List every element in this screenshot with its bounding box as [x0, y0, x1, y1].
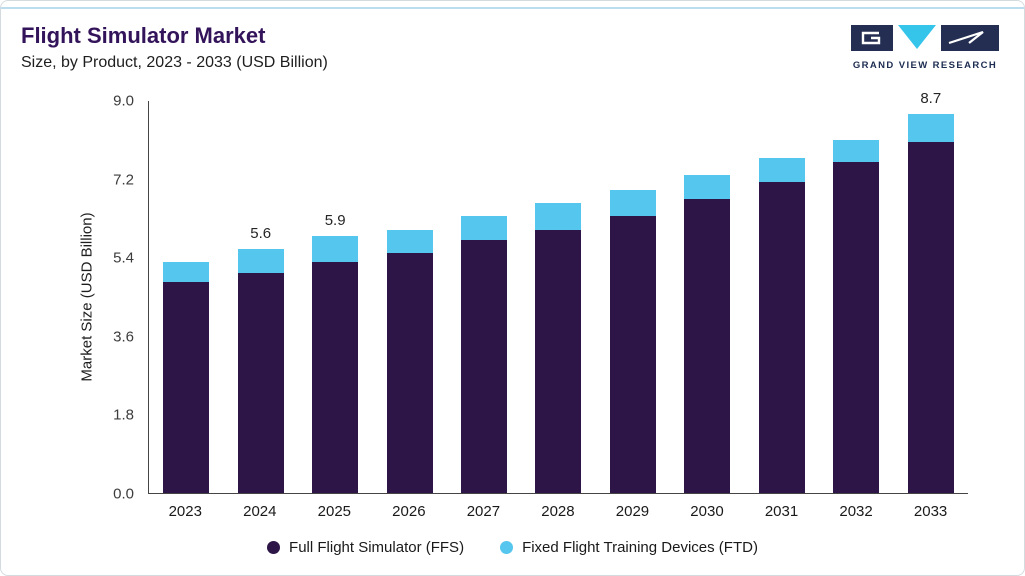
bar-segment-ftd [312, 236, 359, 263]
bar-segment-ffs [237, 273, 284, 493]
bar-total-label: 8.7 [920, 90, 942, 108]
legend-item: Fixed Flight Training Devices (FTD) [500, 539, 758, 556]
legend-label: Fixed Flight Training Devices (FTD) [522, 539, 758, 556]
bar-total-label: 5.9 [324, 212, 346, 230]
page-title: Flight Simulator Market [21, 23, 266, 48]
bar-2033: 8.7 [907, 90, 954, 493]
x-tick-label: 2023 [168, 503, 202, 520]
bar-total-label: 5.6 [250, 225, 272, 243]
bar-segment-ffs [386, 253, 433, 493]
bar-segment-ffs [163, 281, 210, 493]
bar-segment-ftd [461, 216, 508, 241]
y-tick-label: 0.0 [113, 485, 134, 503]
logo-marks-icon [851, 25, 999, 51]
bar-segment-ftd [684, 175, 731, 199]
bar-segment-ftd [163, 262, 210, 282]
bar-segment-ftd [535, 203, 582, 230]
plot-area: 5.6 5.9 8.7 [148, 90, 968, 494]
x-tick-label: 2025 [317, 503, 352, 520]
bar-segment-ffs [907, 142, 954, 493]
legend-label: Full Flight Simulator (FFS) [289, 539, 465, 556]
x-tick-label: 2031 [764, 503, 799, 520]
legend: Full Flight Simulator (FFS) Fixed Flight … [1, 539, 1024, 556]
bar-segment-ffs [535, 229, 582, 493]
legend-marker-icon [500, 541, 514, 554]
bar-segment-ftd [386, 229, 433, 254]
y-tick-label: 5.4 [113, 249, 134, 267]
bar-2031 [758, 101, 805, 493]
bar-segment-ftd [833, 140, 880, 162]
bar-segment-ffs [833, 161, 880, 493]
y-tick-label: 7.2 [113, 171, 134, 189]
header: Flight Simulator Market Size, by Product… [21, 23, 328, 72]
bar-segment-ffs [758, 181, 805, 493]
bar-segment-ffs [684, 199, 731, 493]
bar-segment-ftd [609, 190, 656, 217]
x-tick-label: 2032 [839, 503, 873, 520]
bar-segment-ffs [461, 240, 508, 493]
y-tick-label: 3.6 [113, 328, 134, 346]
x-tick-label: 2024 [243, 503, 277, 520]
bar-segment-ftd [758, 157, 805, 182]
bar-2032 [833, 101, 880, 493]
bar-segment-ffs [312, 262, 359, 493]
bar-segment-ftd [907, 114, 954, 143]
x-tick-label: 2026 [392, 503, 426, 520]
bar-2029 [609, 101, 656, 493]
x-axis-ticks: 2023 2024 2025 2026 2027 2028 2029 2030 2031 2032… [148, 503, 968, 520]
x-tick-label: 2028 [541, 503, 575, 520]
grand-view-research-logo: GRAND VIEW RESEARCH [850, 25, 1000, 71]
x-tick-label: 2033 [913, 503, 948, 520]
bar-2025: 5.9 [312, 101, 359, 493]
bar-segment-ffs [609, 216, 656, 493]
bar-2026 [386, 101, 433, 493]
top-accent-line [1, 7, 1024, 9]
bar-2027 [461, 101, 508, 493]
page-subtitle: Size, by Product, 2023 - 2033 (USD Billi… [21, 54, 328, 71]
x-tick-label: 2029 [615, 503, 650, 520]
y-axis-ticks: 0.0 1.8 3.6 5.4 7.2 9.0 [1, 93, 134, 503]
logo-text: GRAND VIEW RESEARCH [852, 60, 998, 71]
y-tick-label: 9.0 [113, 92, 134, 110]
legend-marker-icon [267, 541, 281, 554]
x-tick-label: 2030 [690, 503, 724, 520]
legend-item: Full Flight Simulator (FFS) [267, 539, 464, 556]
bar-segment-ftd [237, 249, 284, 274]
bar-2023 [163, 101, 210, 493]
bar-2030 [684, 101, 731, 493]
x-tick-label: 2027 [466, 503, 501, 520]
y-tick-label: 1.8 [113, 406, 134, 424]
bar-2024: 5.6 [237, 101, 284, 493]
bar-2028 [535, 101, 582, 493]
